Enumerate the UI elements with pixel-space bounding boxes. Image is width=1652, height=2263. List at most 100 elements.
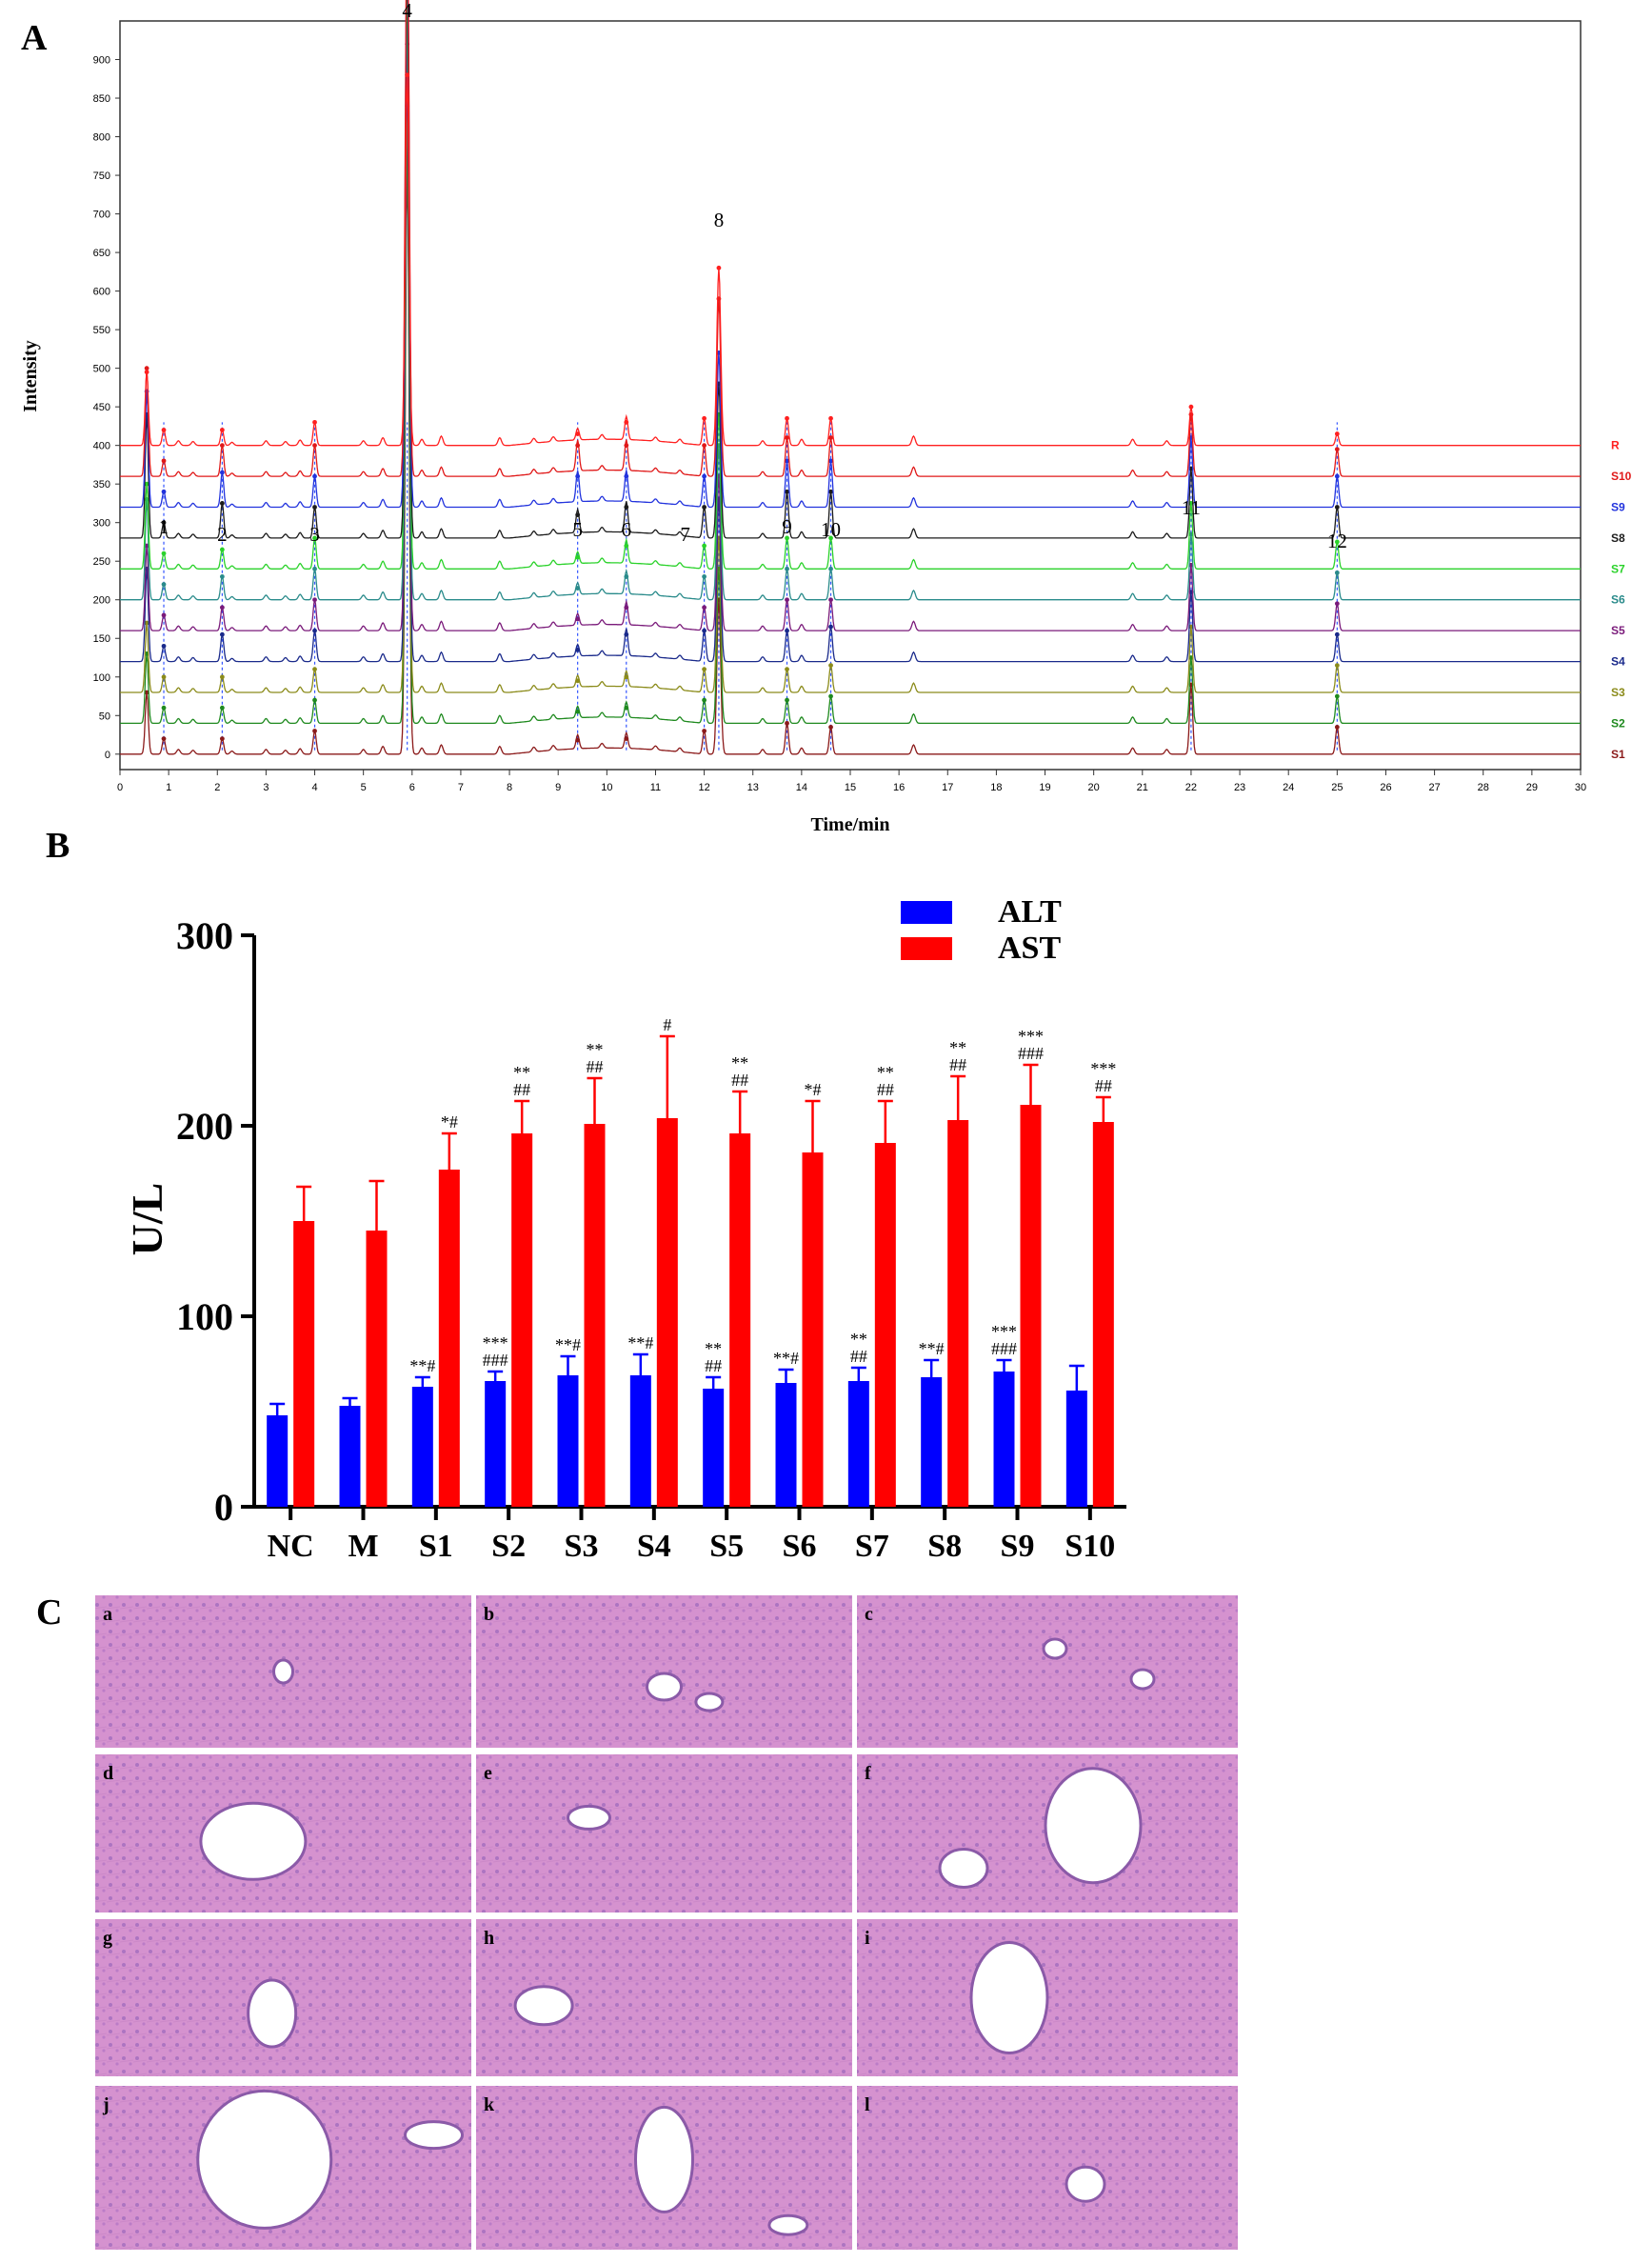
peak-marker (624, 473, 629, 479)
significance-line: ## (949, 1055, 966, 1074)
significance-annotation: **# (773, 1349, 799, 1368)
y-tick-label: 350 (93, 479, 110, 491)
y-axis-title: U/L (123, 1183, 171, 1256)
tissue-background (857, 1595, 1238, 1748)
significance-annotation: **# (409, 1356, 435, 1375)
peak-marker (575, 586, 581, 591)
significance-line: ** (877, 1063, 894, 1082)
tissue-background (476, 1595, 852, 1748)
peak-marker (828, 566, 833, 571)
significance-line: ** (587, 1040, 604, 1059)
peak-marker (161, 582, 167, 587)
peak-marker (219, 736, 225, 741)
x-tick-label: 12 (698, 782, 709, 793)
peak-marker (144, 366, 149, 371)
peak-marker (575, 473, 581, 479)
peak-marker (312, 566, 317, 571)
peak-marker (144, 620, 149, 626)
histology-image-j: j (95, 2086, 471, 2250)
image-label: b (484, 1604, 494, 1625)
y-tick-label: 600 (93, 287, 110, 298)
significance-line: ## (731, 1071, 748, 1090)
significance-annotation: *# (441, 1112, 458, 1132)
series-label: S3 (1611, 686, 1625, 699)
x-tick-label: 26 (1380, 782, 1391, 793)
ast-bar (584, 1124, 606, 1507)
legend-swatch-ast (901, 937, 952, 960)
significance-line: ## (877, 1080, 894, 1099)
legend-label: AST (998, 931, 1061, 966)
peak-marker (702, 415, 707, 421)
vessel-lumen (272, 1658, 294, 1685)
significance-line: ** (731, 1053, 748, 1072)
peak-marker (702, 473, 707, 479)
y-tick-label: 300 (93, 518, 110, 530)
histology-image-i: i (857, 1919, 1238, 2076)
ast-bar (366, 1231, 388, 1507)
vessel-lumen (199, 1801, 308, 1881)
peak-marker (624, 605, 629, 611)
series-label: S9 (1611, 500, 1625, 513)
peak-marker (828, 725, 833, 730)
x-tick-label: 8 (507, 782, 512, 793)
significance-annotation: ** ## (587, 1040, 604, 1076)
peak-marker (161, 705, 167, 711)
significance-line: ### (991, 1339, 1017, 1358)
peak-number-label: 1 (159, 515, 169, 538)
peak-marker (624, 443, 629, 449)
peak-number-label: 3 (309, 523, 320, 546)
x-tick-label: 11 (650, 782, 661, 793)
ast-bar (1020, 1105, 1042, 1507)
peak-marker (702, 729, 707, 733)
peak-marker (1334, 570, 1340, 575)
peak-marker (312, 473, 317, 479)
vessel-lumen (646, 1672, 683, 1702)
peak-marker (219, 574, 225, 579)
peak-marker (575, 737, 581, 743)
panel-label-c: C (36, 1592, 62, 1632)
significance-annotation: *** ## (1090, 1059, 1116, 1095)
chromatogram-trace-s1 (120, 167, 1581, 755)
peak-number-label: 5 (572, 518, 583, 541)
significance-annotation: **# (555, 1335, 581, 1354)
peak-marker (785, 628, 789, 633)
significance-annotation: *** ### (1018, 1027, 1044, 1063)
peak-marker (624, 419, 629, 425)
peak-marker (624, 543, 629, 549)
category-label: S10 (1065, 1529, 1115, 1564)
significance-line: ## (850, 1347, 867, 1366)
y-tick-label: 550 (93, 325, 110, 336)
x-tick-label: 0 (117, 782, 123, 793)
series-label: R (1611, 439, 1620, 452)
vessel-lumen (1129, 1668, 1156, 1691)
y-tick-label: 850 (93, 93, 110, 105)
peak-marker (785, 697, 789, 703)
peak-marker (575, 443, 581, 449)
peak-marker (1334, 693, 1340, 699)
histology-image-a: a (95, 1595, 471, 1748)
peak-marker (219, 501, 225, 506)
peak-marker (702, 543, 707, 549)
histology-image-b: b (476, 1595, 852, 1748)
plot-frame (119, 20, 1582, 771)
significance-annotation: **# (627, 1333, 653, 1352)
peak-marker (624, 674, 629, 680)
peak-marker (1334, 663, 1340, 669)
peak-marker (624, 631, 629, 637)
peak-marker (312, 628, 317, 633)
series-label: S4 (1611, 655, 1625, 669)
image-label: c (865, 1604, 873, 1625)
x-tick-label: 1 (166, 782, 171, 793)
peak-marker (785, 535, 789, 541)
series-label: S2 (1611, 716, 1625, 730)
y-tick-label: 200 (176, 1105, 233, 1148)
x-tick-label: 24 (1283, 782, 1294, 793)
peak-marker (624, 705, 629, 711)
peak-marker (702, 443, 707, 449)
significance-annotation: # (663, 1015, 671, 1034)
y-tick-label: 100 (93, 672, 110, 684)
chromatogram-trace-s8 (120, 0, 1581, 539)
peak-marker (575, 648, 581, 652)
histology-grid: a b c d e f g h i j k l (95, 1595, 1238, 2250)
